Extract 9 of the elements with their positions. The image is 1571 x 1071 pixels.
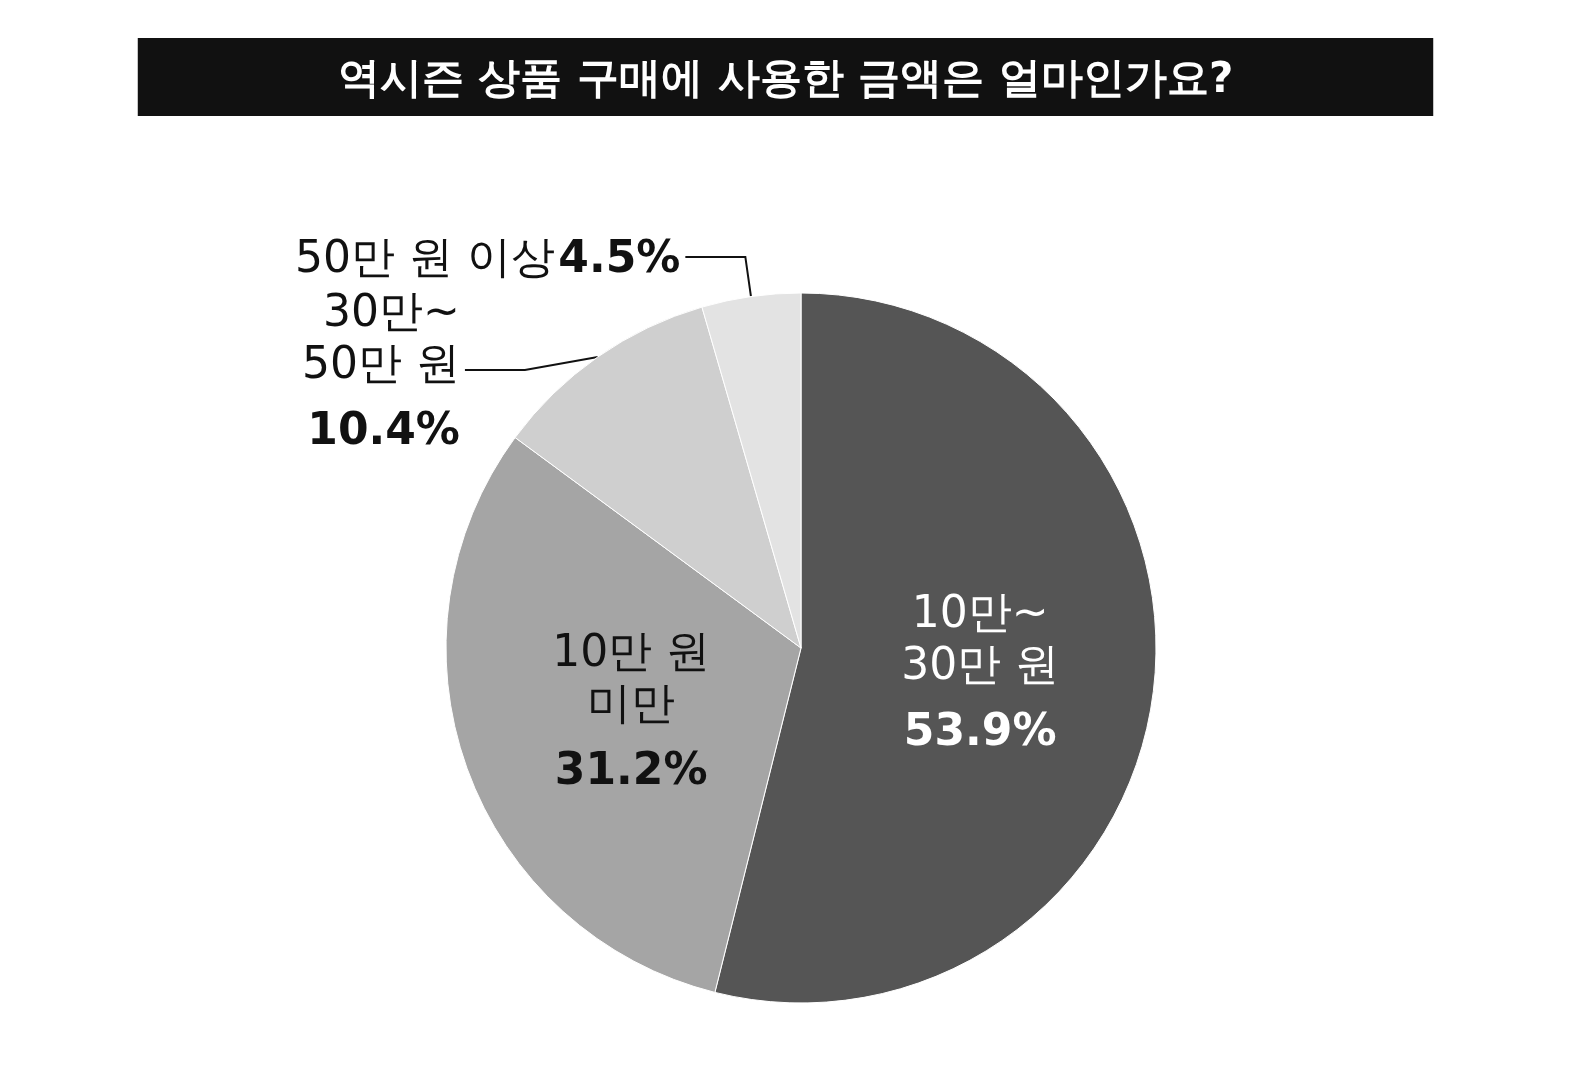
slice-label: 30만~ 50만 원 (301, 285, 460, 389)
data-label: 4.5% (558, 231, 681, 283)
slice-label: 50만 원 이상 (295, 231, 555, 283)
data-label: 10.4% (307, 403, 460, 455)
slice-label: 10만 원 미만 (552, 624, 711, 728)
slice-label: 10만~ 30만 원 (901, 585, 1060, 689)
chart-title: 역시즌 상품 구매에 사용한 금액은 얼마인가요? (337, 52, 1234, 102)
data-label: 53.9% (903, 703, 1057, 755)
data-label: 31.2% (554, 742, 708, 794)
